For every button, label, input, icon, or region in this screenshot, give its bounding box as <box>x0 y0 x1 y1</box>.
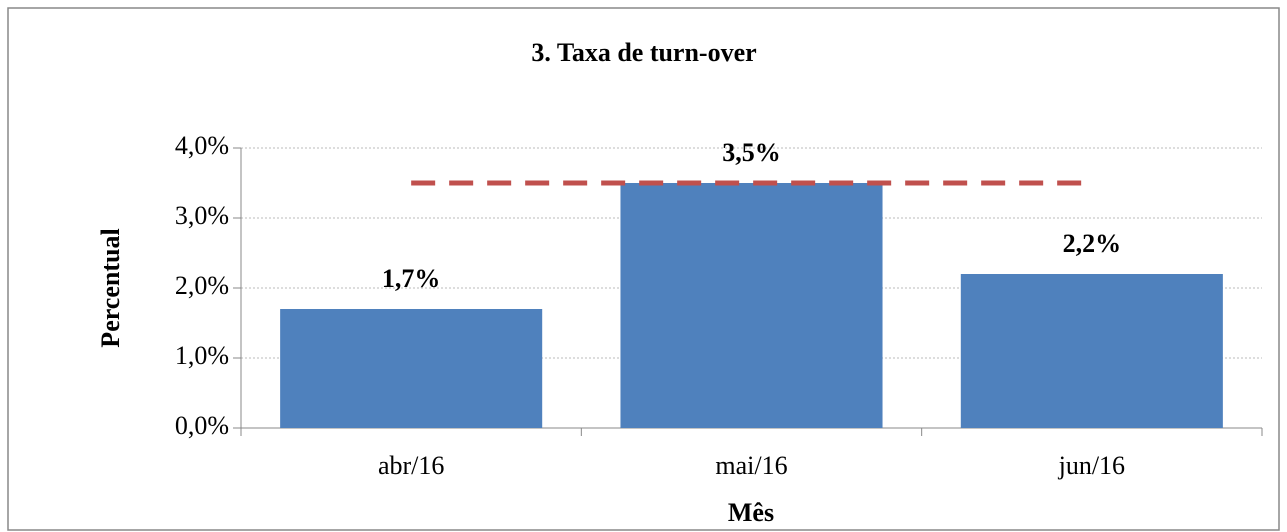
bar <box>620 183 883 428</box>
chart-title: 3. Taxa de turn-over <box>531 38 756 67</box>
data-label: 2,2% <box>1063 229 1122 258</box>
x-tick-label: mai/16 <box>715 451 787 480</box>
data-label: 3,5% <box>722 138 781 167</box>
bar <box>280 309 543 428</box>
y-tick-label: 1,0% <box>175 341 229 370</box>
x-tick-label: jun/16 <box>1058 451 1125 480</box>
y-tick-label: 3,0% <box>175 201 229 230</box>
bar <box>960 274 1223 428</box>
y-axis-title: Percentual <box>96 228 125 347</box>
data-label: 1,7% <box>382 264 441 293</box>
x-tick-label: abr/16 <box>378 451 444 480</box>
y-tick-label: 4,0% <box>175 131 229 160</box>
x-axis-title: Mês <box>728 498 774 527</box>
y-tick-label: 2,0% <box>175 271 229 300</box>
y-tick-label: 0,0% <box>175 411 229 440</box>
